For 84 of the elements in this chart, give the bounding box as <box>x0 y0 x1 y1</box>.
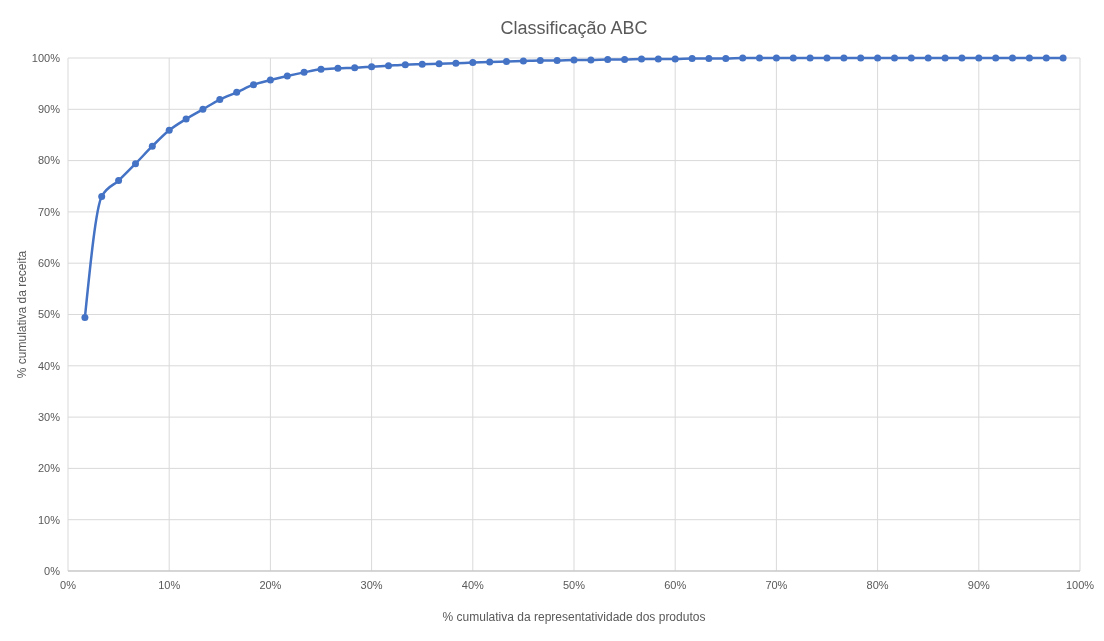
point <box>874 54 882 62</box>
y-tick-label: 30% <box>37 410 61 423</box>
x-tick-label: 30% <box>360 579 383 591</box>
point <box>1059 54 1067 62</box>
point <box>519 57 527 65</box>
point <box>351 64 359 72</box>
x-tick-label: 20% <box>259 579 282 591</box>
point <box>553 57 561 65</box>
point <box>840 54 848 62</box>
y-axis-title: % cumulativa da receita <box>15 250 29 379</box>
x-tick-label: 90% <box>967 579 991 591</box>
point <box>772 54 780 62</box>
point <box>570 56 578 64</box>
point <box>165 126 173 134</box>
point <box>283 72 291 80</box>
point <box>621 56 629 64</box>
y-tick-label: 50% <box>37 308 61 321</box>
point <box>503 58 510 66</box>
y-tick-label: 90% <box>37 103 61 116</box>
point <box>81 314 89 322</box>
y-tick-label: 100% <box>31 51 61 64</box>
point <box>1009 54 1016 62</box>
y-tick-label: 80% <box>37 154 61 167</box>
point <box>182 115 190 123</box>
point <box>300 68 308 76</box>
x-axis-title: % cumulativa da representatividade dos produtos <box>442 610 706 624</box>
x-tick-label: 10% <box>158 579 181 591</box>
point <box>199 105 207 113</box>
point <box>233 88 241 96</box>
point <box>587 56 595 64</box>
point <box>671 55 679 63</box>
point <box>385 62 392 70</box>
y-tick-label: 70% <box>37 205 61 218</box>
x-tick-label: 0% <box>60 579 77 591</box>
point <box>317 65 325 73</box>
point <box>891 54 898 62</box>
point <box>418 60 426 68</box>
point <box>250 81 257 89</box>
point <box>536 57 544 65</box>
point <box>368 63 376 71</box>
point <box>1042 54 1050 62</box>
point <box>975 54 983 62</box>
point <box>638 55 645 63</box>
point <box>958 54 966 62</box>
point <box>486 58 494 66</box>
point <box>452 59 460 67</box>
point <box>806 54 814 62</box>
point <box>992 54 1000 62</box>
point <box>654 55 662 63</box>
point <box>941 54 949 62</box>
point <box>115 177 123 185</box>
point <box>401 61 409 69</box>
y-tick-label: 10% <box>37 513 61 526</box>
y-tick-label: 40% <box>37 359 61 372</box>
point <box>435 60 443 68</box>
point <box>469 59 477 67</box>
point <box>98 193 106 201</box>
point <box>722 55 730 63</box>
point <box>688 55 696 63</box>
point <box>857 54 865 62</box>
chart-title: Classificação ABC <box>500 18 648 38</box>
point <box>266 76 274 84</box>
point <box>705 55 713 63</box>
y-tick-label: 60% <box>37 257 61 270</box>
point <box>132 160 139 168</box>
point <box>1025 54 1033 62</box>
point <box>739 54 747 62</box>
point <box>789 54 797 62</box>
y-tick-label: 0% <box>44 564 61 577</box>
point <box>756 54 763 62</box>
x-tick-label: 40% <box>461 579 485 591</box>
point <box>823 54 831 62</box>
y-tick-label: 20% <box>37 462 61 475</box>
point <box>604 56 612 64</box>
x-tick-label: 80% <box>866 579 889 591</box>
x-tick-label: 70% <box>765 579 788 591</box>
point <box>907 54 915 62</box>
point <box>216 96 224 104</box>
point <box>334 64 342 72</box>
x-tick-label: 50% <box>562 579 586 591</box>
point <box>148 142 156 150</box>
x-tick-label: 100% <box>1065 579 1095 591</box>
x-tick-label: 60% <box>664 579 687 591</box>
point <box>924 54 932 62</box>
